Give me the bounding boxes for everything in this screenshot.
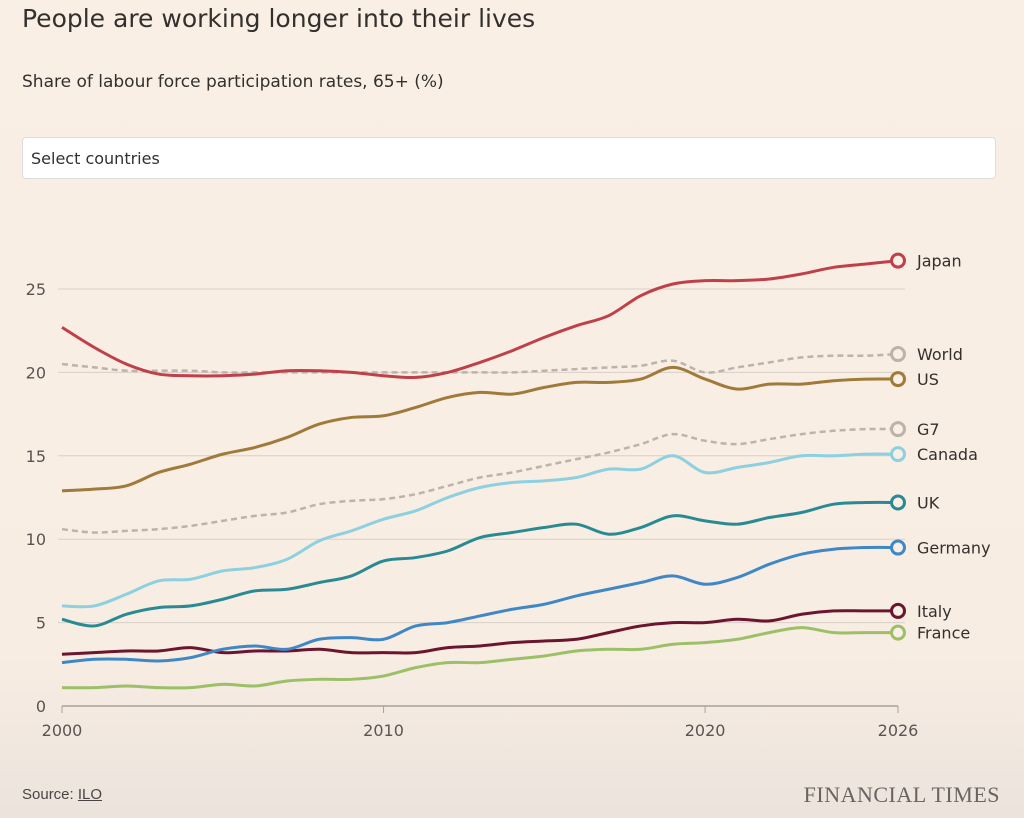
y-tick-label: 20 (26, 363, 46, 382)
series-line-uk (61, 500, 899, 628)
x-tick-label: 2000 (42, 721, 83, 740)
series-line-japan (61, 259, 899, 380)
y-tick-label: 15 (26, 447, 46, 466)
series-label-world: World (917, 345, 963, 364)
series-line-g7 (61, 427, 899, 534)
x-tick-label: 2010 (363, 721, 404, 740)
series-line-france (61, 626, 898, 690)
end-marker-g7 (890, 421, 906, 438)
series-line-italy (61, 609, 898, 656)
source-link[interactable]: ILO (77, 786, 103, 803)
country-select-input[interactable]: Select countries (22, 137, 996, 179)
series-label-italy: Italy (917, 602, 952, 621)
source-label: Source: (22, 786, 78, 803)
y-tick-label: 10 (26, 530, 46, 549)
series-label-germany: Germany (917, 539, 991, 558)
end-marker-uk (890, 494, 906, 511)
series-label-france: France (917, 624, 970, 643)
series-line-germany (61, 545, 899, 665)
chart-title: People are working longer into their liv… (22, 4, 536, 33)
series-label-us: US (917, 370, 939, 389)
y-tick-label: 5 (36, 614, 46, 633)
end-marker-world (890, 346, 906, 363)
end-marker-germany (890, 539, 906, 556)
chart-subtitle: Share of labour force participation rate… (22, 72, 444, 92)
end-marker-italy (890, 602, 906, 619)
source-note: Source: ILO (22, 786, 102, 803)
x-tick-label: 2026 (878, 721, 919, 740)
y-tick-label: 25 (26, 280, 46, 299)
x-tick-label: 2020 (685, 721, 726, 740)
end-marker-japan (890, 252, 906, 269)
brand-logo: FINANCIAL TIMES (803, 782, 1000, 807)
series-label-uk: UK (917, 494, 940, 513)
y-tick-label: 0 (36, 697, 46, 716)
series-label-canada: Canada (917, 445, 978, 464)
series-line-world (61, 352, 899, 374)
end-marker-canada (890, 446, 906, 463)
series-line-us (61, 365, 899, 493)
end-marker-france (890, 624, 906, 641)
series-line-canada (61, 452, 899, 609)
series-label-g7: G7 (917, 420, 940, 439)
end-marker-us (890, 371, 906, 388)
series-label-japan: Japan (916, 252, 962, 271)
